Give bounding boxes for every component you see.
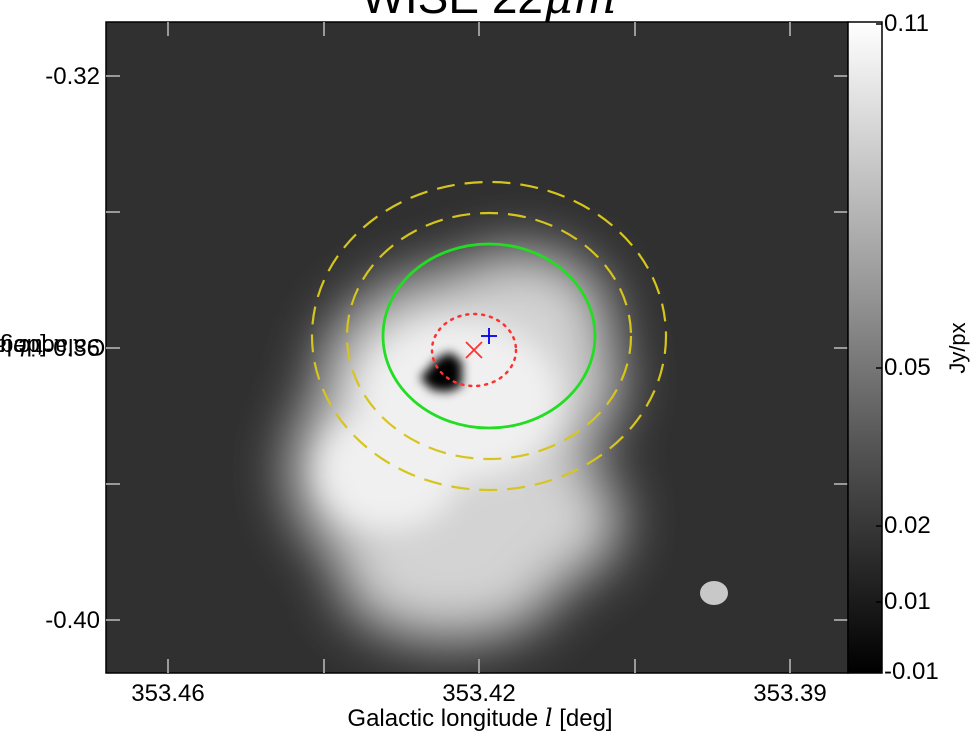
colorbar-tick-label: 0.02 [884, 512, 931, 539]
colorbar-tick-label: 0.05 [884, 354, 931, 381]
emission-region [290, 250, 620, 640]
x-axis-label: Galactic longitude l [deg] [0, 704, 960, 733]
x-tick-label: 353.46 [131, 680, 205, 707]
emission-blob [340, 520, 560, 640]
x-axis-label-variable: l [544, 704, 553, 732]
y-axis-label-unit: [deg] [0, 333, 47, 360]
colorbar-tick-label: -0.01 [884, 658, 939, 685]
center-marker [481, 328, 497, 344]
error-ellipse [430, 312, 518, 388]
peak-marker [465, 341, 483, 359]
emission-blob [500, 460, 620, 580]
plot-title-text: WISE 22 [361, 0, 543, 23]
x-tick-label: 353.39 [753, 680, 827, 707]
source-aperture [381, 242, 597, 430]
tick-marks [106, 22, 848, 673]
colorbar [847, 21, 883, 674]
plot-title: WISE 22μm [0, 0, 978, 24]
colorbar-tick-label: 0.01 [884, 588, 931, 615]
x-tick-label: 353.42 [442, 680, 516, 707]
colorbar-label-text: Jy/px [945, 322, 970, 374]
y-tick-label: -0.36 [45, 335, 100, 362]
beam-ellipse [700, 581, 728, 605]
plot-title-unit: μm [543, 0, 617, 24]
x-axis-label-text: Galactic longitude [347, 705, 545, 732]
emission-core [320, 410, 460, 530]
colorbar-tick-label: 0.11 [884, 10, 929, 37]
colorbar-ticks [876, 23, 882, 673]
y-tick-label: -0.32 [45, 63, 100, 90]
y-tick-label: -0.40 [45, 607, 100, 634]
x-axis-label-unit: [deg] [552, 705, 613, 732]
background-annulus-outer [310, 180, 668, 492]
background-annulus-inner [345, 211, 633, 461]
